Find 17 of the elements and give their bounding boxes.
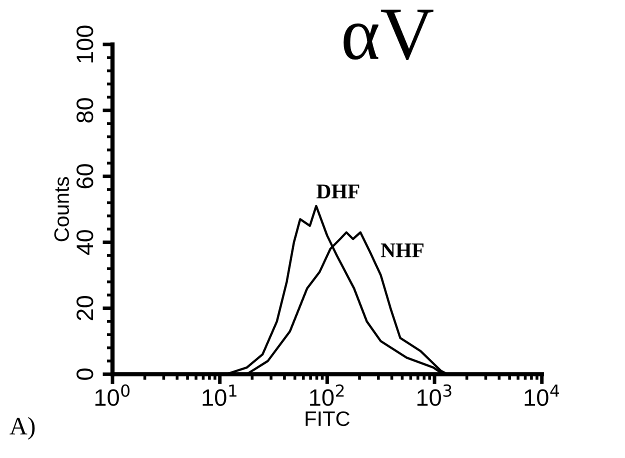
y-tick-label: 100 [76, 26, 94, 62]
chart-title: αV [344, 10, 434, 60]
y-axis-title: Counts [54, 177, 70, 242]
y-tick-label: 60 [76, 164, 94, 188]
text: A) [10, 417, 35, 440]
series-label: DHF [316, 184, 360, 198]
y-tick-label: 80 [76, 98, 94, 122]
x-tick-label: 10$^{2}$ [310, 384, 344, 406]
x-axis-title: FITC [306, 411, 350, 426]
x-tick-label: 10$^{1}$ [202, 384, 236, 406]
series-label: NHF [380, 244, 424, 258]
x-tick-label: 10$^{4}$ [524, 384, 560, 406]
y-tick-label: 40 [76, 230, 94, 255]
y-tick-label: 0 [76, 368, 94, 380]
x-tick-label: 10$^{3}$ [417, 384, 452, 406]
x-tick-label: 10$^{0}$ [95, 384, 130, 406]
y-tick-label: 20 [76, 296, 94, 320]
